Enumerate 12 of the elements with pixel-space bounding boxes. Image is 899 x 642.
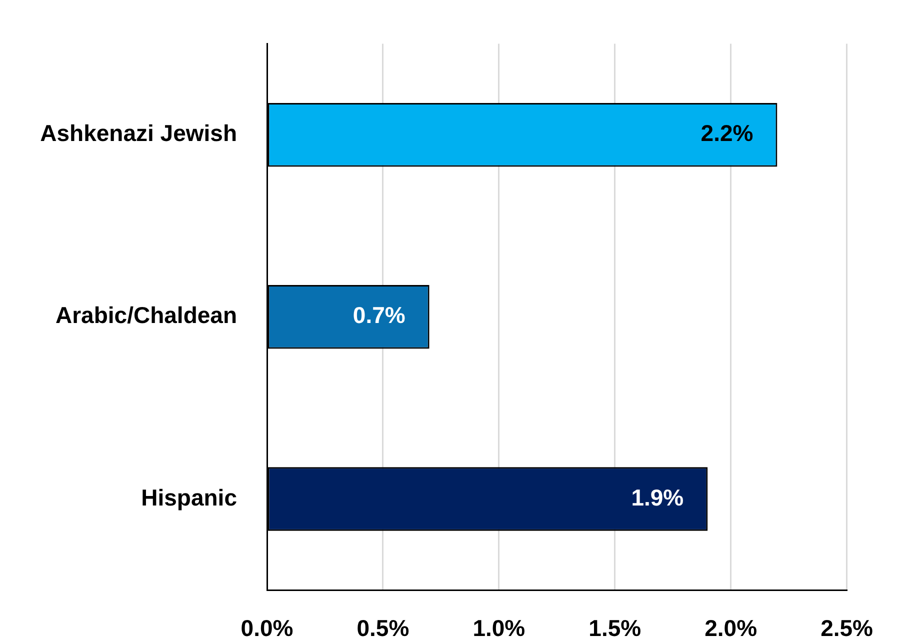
data-label: 2.2% — [700, 120, 754, 146]
y-tick-label: Ashkenazi Jewish — [40, 120, 237, 146]
data-label: 0.7% — [352, 302, 406, 328]
x-tick-label: 0.5% — [356, 615, 410, 642]
x-tick-label: 1.5% — [588, 615, 642, 642]
x-tick-label: 2.5% — [820, 615, 874, 642]
y-tick-label: Hispanic — [141, 484, 238, 510]
y-tick-label: Arabic/Chaldean — [56, 302, 237, 328]
data-label: 1.9% — [631, 484, 684, 510]
x-tick-label: 1.0% — [472, 615, 526, 642]
x-tick-label: 2.0% — [704, 615, 758, 642]
x-tick-label: 0.0% — [240, 615, 294, 642]
